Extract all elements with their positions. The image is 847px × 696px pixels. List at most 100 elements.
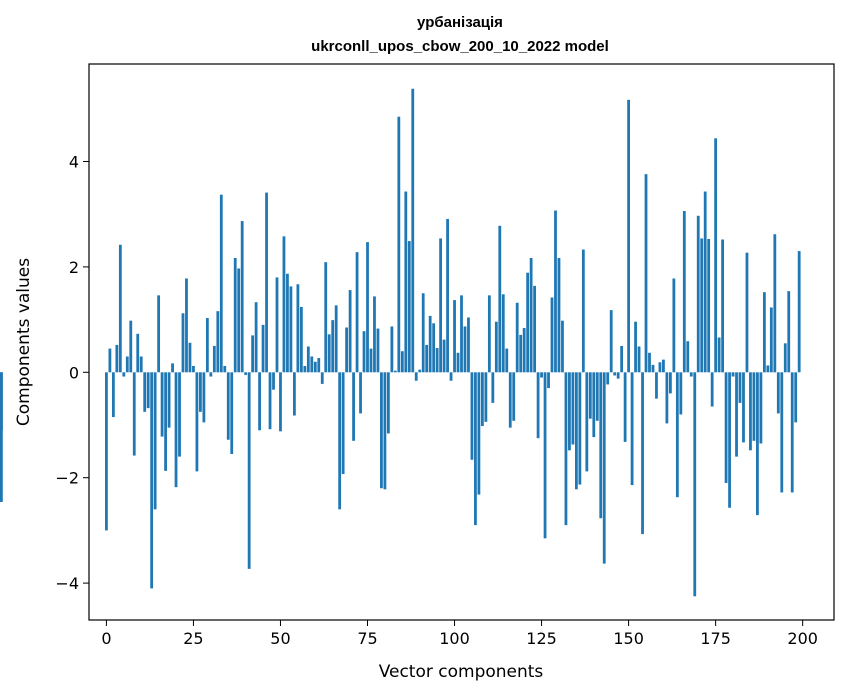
bar-66 [334, 305, 338, 373]
bar-187 [756, 372, 759, 516]
bar-163 [672, 278, 676, 373]
bar-188 [759, 372, 763, 444]
bar-60 [313, 361, 317, 373]
bar-31 [212, 345, 216, 373]
bar-151 [630, 372, 634, 486]
y-tick-label: 4 [69, 152, 79, 171]
bar-129 [554, 210, 557, 373]
bar-117 [512, 372, 516, 421]
bar-183 [742, 372, 745, 443]
x-tick-label: 200 [787, 629, 818, 648]
bar-38 [237, 268, 241, 373]
bar-198 [794, 372, 798, 423]
bar-48 [272, 372, 275, 390]
bar-95 [435, 348, 439, 373]
bar-27 [199, 372, 202, 412]
bar-79 [380, 372, 383, 489]
bar-149 [623, 372, 627, 442]
bar-18 [167, 372, 171, 428]
bar-33 [219, 194, 223, 373]
bar-36 [230, 372, 234, 454]
bar-131 [561, 320, 564, 373]
bar-133 [568, 372, 571, 451]
bar-186 [752, 372, 756, 441]
bar-145 [609, 310, 613, 373]
bar-158 [655, 372, 658, 399]
bar-16 [160, 372, 164, 437]
plot-frame [88, 63, 835, 621]
bar-20 [174, 372, 178, 488]
x-tick-label: 0 [101, 629, 111, 648]
bar-142 [599, 372, 603, 519]
bar-173 [707, 238, 711, 373]
bar-undefined [0, 372, 3, 502]
x-axis-label: Vector components [379, 662, 544, 682]
bar-80 [383, 372, 387, 490]
bar-119 [519, 334, 523, 373]
chart-title: урбанізація [417, 14, 503, 31]
bar-199 [797, 251, 801, 373]
bar-160 [662, 359, 665, 373]
bar-9 [136, 333, 140, 373]
bar-28 [202, 372, 206, 423]
bar-43 [254, 302, 258, 373]
bar-185 [749, 372, 752, 451]
bar-46 [265, 192, 268, 373]
bar-115 [505, 348, 509, 373]
bar-32 [216, 311, 220, 373]
bar-175 [714, 138, 718, 373]
bar-121 [526, 272, 530, 373]
bar-77 [373, 296, 376, 373]
bar-61 [317, 358, 321, 373]
bar-189 [762, 292, 766, 373]
bar-144 [606, 372, 610, 385]
bar-123 [533, 285, 536, 373]
bar-134 [571, 372, 575, 445]
bar-5 [122, 372, 126, 377]
bar-37 [233, 257, 237, 373]
bar-64 [327, 334, 331, 373]
bar-180 [731, 372, 735, 377]
x-tick-label: 50 [270, 629, 290, 648]
bar-34 [223, 365, 227, 373]
bar-78 [376, 328, 380, 373]
bar-93 [428, 315, 432, 373]
bar-undefined [0, 372, 3, 431]
chart-subtitle: ukrconll_upos_cbow_200_10_2022 model [311, 38, 609, 55]
bar-137 [581, 249, 585, 373]
bar-25 [192, 365, 195, 373]
bar-29 [205, 318, 209, 373]
bar-85 [400, 351, 404, 373]
bar-8 [132, 372, 136, 456]
bar-2 [111, 372, 115, 418]
bar-179 [728, 372, 731, 508]
bar-157 [651, 364, 655, 373]
x-tick-label: 175 [700, 629, 731, 648]
bar-136 [578, 372, 582, 485]
bar-65 [331, 320, 335, 373]
bar-146 [613, 372, 617, 376]
bar-52 [286, 273, 289, 373]
bar-19 [171, 363, 174, 373]
bar-94 [432, 323, 436, 373]
bar-67 [338, 372, 342, 510]
bar-84 [397, 116, 401, 373]
y-tick-label: −2 [55, 469, 79, 488]
bar-171 [700, 238, 704, 373]
bar-177 [721, 239, 724, 373]
bar-174 [710, 372, 714, 407]
bar-140 [592, 372, 596, 438]
bar-35 [226, 372, 230, 440]
bar-47 [268, 372, 272, 430]
bar-30 [209, 372, 213, 377]
x-tick-label: 125 [526, 629, 557, 648]
bar-56 [299, 306, 303, 373]
bar-111 [491, 372, 495, 403]
bar-76 [369, 348, 373, 373]
bar-130 [557, 257, 561, 373]
bar-1 [108, 348, 112, 373]
bar-75 [366, 242, 369, 373]
bar-41 [247, 372, 251, 569]
bar-70 [348, 290, 352, 373]
